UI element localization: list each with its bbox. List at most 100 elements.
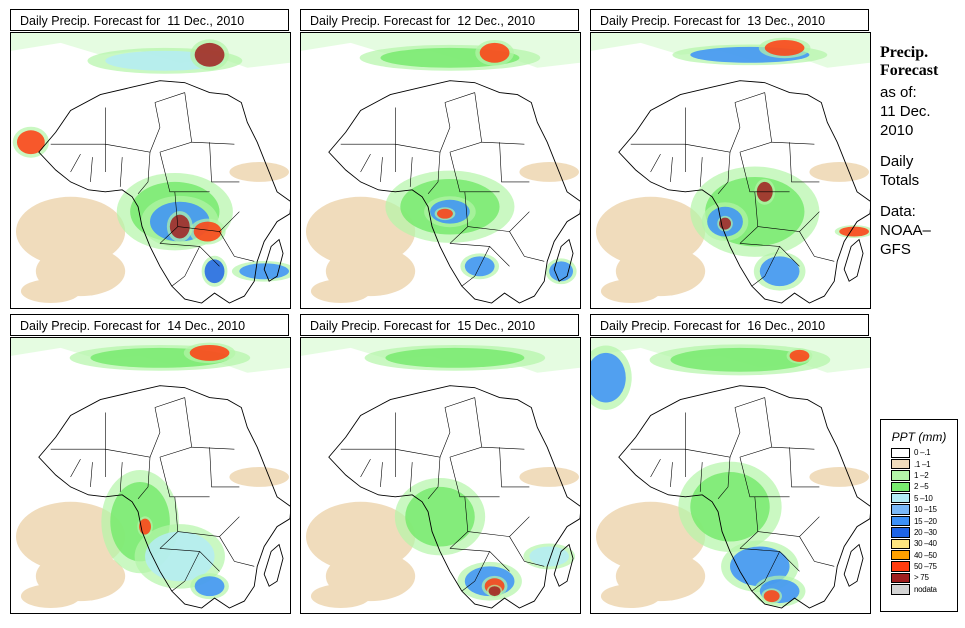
- country-border: [461, 246, 490, 287]
- country-border: [427, 457, 441, 500]
- totals-line2: Totals: [880, 172, 920, 189]
- country-border: [171, 246, 200, 287]
- country-border: [717, 457, 731, 500]
- precip-map: [10, 32, 291, 309]
- country-border: [699, 462, 703, 492]
- precip-map: [590, 337, 871, 614]
- madagascar-outline: [553, 543, 574, 587]
- dry-area: [20, 279, 81, 304]
- country-border: [90, 157, 93, 182]
- panel-title: Daily Precip. Forecast for 16 Dec., 2010: [590, 314, 869, 336]
- country-border: [409, 462, 413, 492]
- legend-swatch: [891, 481, 910, 493]
- precip-area: [239, 263, 289, 280]
- country-border: [409, 157, 413, 187]
- panel-title: Daily Precip. Forecast for 13 Dec., 2010: [590, 9, 869, 31]
- legend-item: .1 –1: [891, 458, 957, 470]
- legend-title: PPT (mm): [891, 430, 947, 444]
- country-border: [360, 458, 371, 478]
- country-border: [739, 397, 773, 458]
- precip-area: [488, 586, 501, 597]
- map-canvas: [591, 33, 870, 304]
- as-of-label: as of:: [880, 84, 917, 101]
- precip-area: [759, 256, 800, 287]
- dry-area: [310, 584, 371, 609]
- precip-area: [194, 42, 225, 67]
- legend-swatch: [891, 447, 910, 458]
- country-border: [670, 157, 673, 182]
- dry-area: [600, 584, 661, 609]
- precip-area: [763, 590, 780, 603]
- country-border: [449, 397, 483, 458]
- data-source-line2: GFS: [880, 241, 911, 258]
- country-border: [154, 92, 185, 103]
- country-border: [751, 551, 780, 592]
- dry-area: [229, 162, 289, 182]
- country-border: [395, 407, 451, 458]
- panel-title: Daily Precip. Forecast for 15 Dec., 2010: [300, 314, 579, 336]
- info-heading-line1: Precip.: [880, 44, 929, 61]
- country-border: [509, 231, 545, 262]
- precip-map: [300, 32, 581, 309]
- legend-swatch: [891, 458, 910, 470]
- legend-item: 30 –40: [891, 538, 957, 550]
- legend-item: 50 –75: [891, 561, 957, 572]
- panel-title: Daily Precip. Forecast for 11 Dec., 2010: [10, 9, 289, 31]
- totals-line1: Daily: [880, 153, 914, 170]
- legend-label: 20 –30: [914, 527, 937, 537]
- coastline: [618, 80, 870, 304]
- legend-swatch: [891, 572, 910, 584]
- country-border: [739, 548, 800, 572]
- country-border: [771, 446, 815, 450]
- legend-swatch: [891, 550, 910, 561]
- country-border: [499, 142, 530, 183]
- precip-area: [437, 208, 453, 219]
- precip-area: [591, 352, 626, 403]
- coastline: [38, 80, 290, 304]
- country-border: [734, 397, 765, 408]
- legend-label: 1 –2: [914, 470, 929, 480]
- as-of-date-line1: 11 Dec.: [880, 103, 931, 120]
- country-border: [739, 457, 790, 498]
- precip-area: [839, 226, 869, 237]
- map-canvas: [11, 33, 290, 304]
- country-border: [670, 462, 673, 487]
- madagascar-outline: [553, 238, 574, 282]
- country-border: [444, 397, 475, 408]
- legend-swatch: [891, 493, 910, 504]
- precip-area: [789, 349, 810, 362]
- precip-area: [189, 344, 230, 361]
- legend-item: 10 –15: [891, 504, 957, 515]
- country-border: [509, 536, 545, 567]
- legend-item: 1 –2: [891, 470, 957, 481]
- legend-item: 0 –.1: [891, 447, 957, 458]
- country-border: [734, 92, 765, 103]
- country-border: [171, 551, 200, 592]
- forecast-info: Precip. Forecast as of: 11 Dec. 2010 Dai…: [880, 44, 965, 259]
- country-border: [481, 141, 525, 145]
- precip-map: [300, 337, 581, 614]
- legend-item: > 75: [891, 572, 957, 584]
- data-label: Data:: [880, 203, 916, 220]
- data-source-line1: NOAA–: [880, 222, 931, 239]
- legend-label: .1 –1: [914, 459, 931, 469]
- legend-item: 40 –50: [891, 550, 957, 561]
- precip-map: [590, 32, 871, 309]
- legend-label: 30 –40: [914, 539, 937, 549]
- madagascar-outline: [263, 238, 284, 282]
- legend-item: 2 –5: [891, 481, 957, 493]
- legend-label: > 75: [914, 573, 929, 583]
- coastline: [618, 385, 870, 609]
- precip-area: [16, 130, 45, 155]
- precip-area: [670, 347, 810, 372]
- dry-area: [809, 467, 869, 487]
- country-border: [789, 142, 820, 183]
- country-border: [449, 548, 510, 572]
- country-border: [105, 407, 161, 458]
- map-canvas: [301, 338, 580, 609]
- dry-area: [600, 279, 661, 304]
- country-border: [650, 153, 661, 173]
- country-border: [395, 102, 451, 153]
- legend-swatch: [891, 527, 910, 538]
- country-border: [380, 462, 383, 487]
